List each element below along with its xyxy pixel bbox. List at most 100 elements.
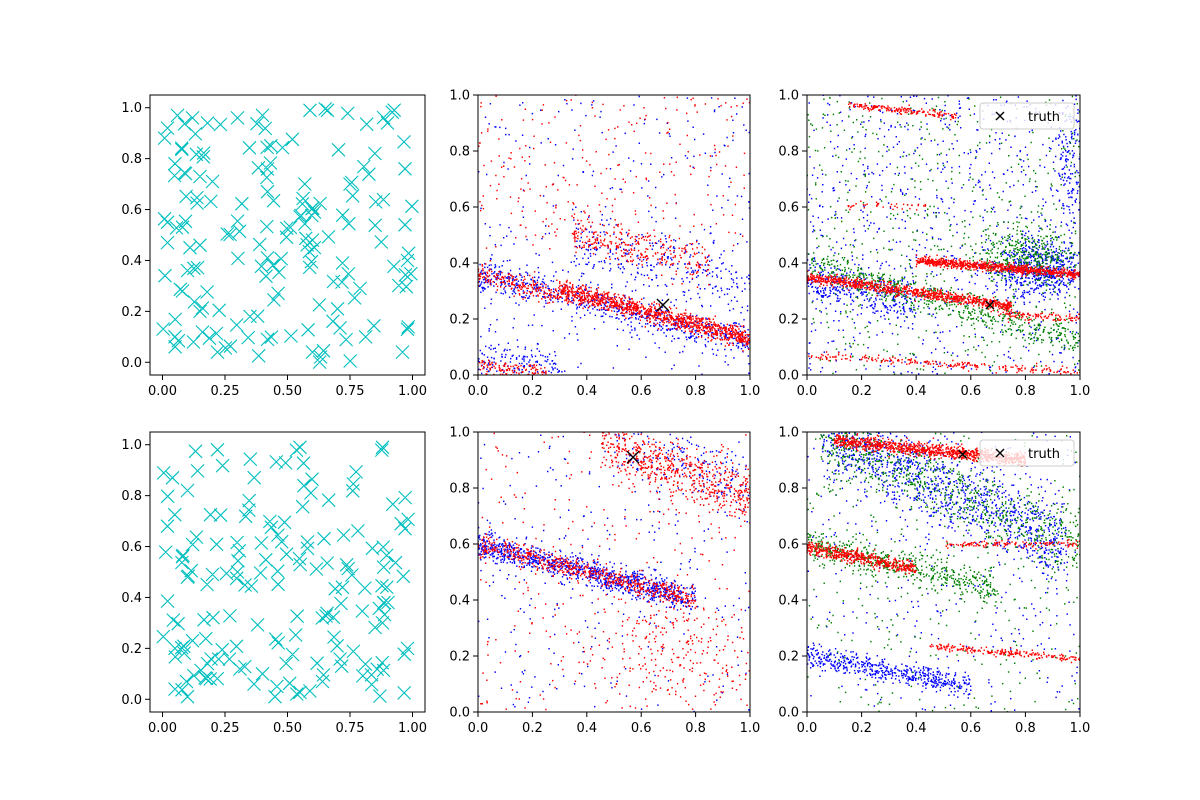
y-tick-label: 0.6 xyxy=(778,201,799,216)
axes-frame xyxy=(806,94,1081,376)
plot-area xyxy=(807,432,1080,712)
y-axis: 0.0 0.2 0.4 0.6 0.8 1.0 xyxy=(778,426,807,721)
x-tick-label: 0.25 xyxy=(211,721,240,736)
x-tick-label: 0.2 xyxy=(522,721,543,736)
x-tick-label: 0.75 xyxy=(336,384,365,399)
y-axis: 0.0 0.2 0.4 0.6 0.8 1.0 xyxy=(449,426,478,721)
plot-area xyxy=(478,95,750,375)
y-tick-label: 0.0 xyxy=(778,706,799,721)
plot-area xyxy=(478,432,750,712)
plot-area xyxy=(156,102,419,369)
y-tick-label: 0.2 xyxy=(121,642,142,657)
x-tick-label: 0.0 xyxy=(797,384,818,399)
plot-area xyxy=(807,95,1080,375)
x-axis: 0.0 0.2 0.4 0.6 0.8 1.0 xyxy=(468,712,761,736)
series-red-points xyxy=(807,433,1080,664)
x-tick-label: 0.00 xyxy=(148,721,177,736)
plot-area xyxy=(156,440,415,704)
y-tick-label: 0.0 xyxy=(121,693,142,708)
legend-truth-marker xyxy=(995,111,1005,121)
x-tick-label: 0.2 xyxy=(522,384,543,399)
series-red-points xyxy=(807,102,1080,375)
y-axis: 0.0 0.2 0.4 0.6 0.8 1.0 xyxy=(449,89,478,384)
x-tick-label: 0.4 xyxy=(576,721,597,736)
y-tick-label: 0.8 xyxy=(449,145,470,160)
truth-marker xyxy=(626,450,640,464)
y-tick-label: 0.6 xyxy=(778,538,799,553)
y-tick-label: 0.0 xyxy=(449,706,470,721)
y-tick-label: 0.0 xyxy=(778,369,799,384)
truth-marker xyxy=(656,298,670,312)
axes-frame xyxy=(477,94,751,376)
x-tick-label: 0.6 xyxy=(960,384,981,399)
x-tick-label: 0.50 xyxy=(273,721,302,736)
y-tick-label: 0.4 xyxy=(449,257,470,272)
y-tick-label: 0.4 xyxy=(778,257,799,272)
y-tick-label: 0.6 xyxy=(121,203,142,218)
subplot-bottom-left: 0.00 0.25 0.50 0.75 1.00 0.0 0.2 0.4 0.6 0.8 1.0 xyxy=(121,431,427,736)
subplot-bottom-middle: 0.0 0.2 0.4 0.6 0.8 1.0 0.0 0.2 0.4 0.6 0.8 1.0 xyxy=(449,426,761,737)
x-tick-label: 0.4 xyxy=(906,721,927,736)
x-tick-label: 0.6 xyxy=(631,721,652,736)
x-tick-label: 1.0 xyxy=(740,721,761,736)
x-axis: 0.00 0.25 0.50 0.75 1.00 xyxy=(148,375,427,399)
y-tick-label: 1.0 xyxy=(121,101,142,116)
y-tick-label: 0.2 xyxy=(778,650,799,665)
x-axis: 0.0 0.2 0.4 0.6 0.8 1.0 xyxy=(797,712,1091,736)
x-tick-label: 0.25 xyxy=(211,384,240,399)
y-tick-label: 0.8 xyxy=(778,145,799,160)
y-axis: 0.0 0.2 0.4 0.6 0.8 1.0 xyxy=(121,101,150,371)
x-tick-label: 1.00 xyxy=(398,721,427,736)
y-tick-label: 0.2 xyxy=(121,305,142,320)
y-tick-label: 0.6 xyxy=(449,538,470,553)
x-tick-label: 0.00 xyxy=(148,384,177,399)
x-tick-label: 0.8 xyxy=(1015,384,1036,399)
x-axis: 0.00 0.25 0.50 0.75 1.00 xyxy=(148,712,427,736)
y-tick-label: 0.4 xyxy=(778,594,799,609)
y-tick-label: 0.4 xyxy=(121,254,142,269)
y-tick-label: 0.8 xyxy=(449,482,470,497)
y-tick-label: 1.0 xyxy=(778,426,799,441)
x-tick-label: 0.8 xyxy=(685,384,706,399)
legend: truth xyxy=(979,102,1075,130)
x-tick-label: 0.4 xyxy=(906,384,927,399)
y-tick-label: 1.0 xyxy=(121,438,142,453)
x-tick-label: 1.0 xyxy=(1070,384,1091,399)
subplot-top-right: 0.0 0.2 0.4 0.6 0.8 1.0 0.0 0.2 0.4 0.6 0.8 1.0 trut… xyxy=(778,89,1091,400)
legend: truth xyxy=(979,439,1075,467)
y-axis: 0.0 0.2 0.4 0.6 0.8 1.0 xyxy=(778,89,807,384)
x-tick-label: 1.0 xyxy=(1070,721,1091,736)
y-tick-label: 0.8 xyxy=(121,152,142,167)
x-tick-label: 1.0 xyxy=(740,384,761,399)
y-tick-label: 1.0 xyxy=(449,89,470,104)
x-tick-label: 0.0 xyxy=(468,721,489,736)
cross-markers xyxy=(156,102,419,369)
x-tick-label: 0.6 xyxy=(631,384,652,399)
y-tick-label: 0.0 xyxy=(449,369,470,384)
x-tick-label: 0.4 xyxy=(576,384,597,399)
y-tick-label: 1.0 xyxy=(778,89,799,104)
x-tick-label: 1.00 xyxy=(398,384,427,399)
x-tick-label: 0.2 xyxy=(851,384,872,399)
y-axis: 0.0 0.2 0.4 0.6 0.8 1.0 xyxy=(121,438,150,708)
y-tick-label: 0.2 xyxy=(778,313,799,328)
y-tick-label: 0.4 xyxy=(449,594,470,609)
y-tick-label: 0.6 xyxy=(449,201,470,216)
legend-box xyxy=(979,439,1075,467)
x-tick-label: 0.8 xyxy=(685,721,706,736)
y-tick-label: 1.0 xyxy=(449,426,470,441)
y-tick-label: 0.2 xyxy=(449,650,470,665)
y-tick-label: 0.0 xyxy=(121,356,142,371)
legend-truth-marker xyxy=(995,448,1005,458)
y-tick-label: 0.8 xyxy=(778,482,799,497)
subplot-bottom-right: 0.0 0.2 0.4 0.6 0.8 1.0 0.0 0.2 0.4 0.6 0.8 1.0 trut… xyxy=(778,426,1091,737)
y-tick-label: 0.4 xyxy=(121,591,142,606)
axes-frame xyxy=(806,431,1081,713)
legend-label: truth xyxy=(1028,447,1060,462)
subplot-grid: 0.00 0.25 0.50 0.75 1.00 0.0 0.2 0.4 0.6 0.8 1.0 0.… xyxy=(121,89,1091,737)
legend-label: truth xyxy=(1028,110,1060,125)
legend-box xyxy=(979,102,1075,130)
truth-marker xyxy=(985,300,995,310)
x-axis: 0.0 0.2 0.4 0.6 0.8 1.0 xyxy=(468,375,761,399)
